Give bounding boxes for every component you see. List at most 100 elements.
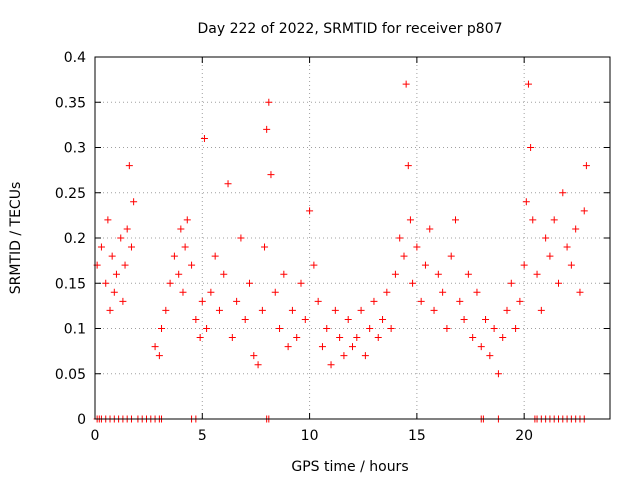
data-point: [318, 343, 326, 351]
data-point: [439, 288, 447, 296]
data-point: [233, 297, 241, 305]
data-point: [110, 288, 118, 296]
data-point: [486, 352, 494, 360]
data-point: [228, 334, 236, 342]
data-point: [177, 225, 185, 233]
data-point: [357, 306, 365, 314]
data-point: [400, 252, 408, 260]
data-point: [179, 288, 187, 296]
data-point: [404, 162, 412, 170]
data-point: [123, 225, 131, 233]
data-point: [276, 325, 284, 332]
data-point: [542, 234, 550, 242]
y-tick-label: 0.05: [55, 367, 86, 383]
data-point: [477, 343, 485, 351]
data-point: [452, 216, 459, 224]
data-point: [527, 144, 535, 151]
data-point: [162, 306, 170, 314]
data-point: [192, 315, 200, 323]
data-point: [104, 216, 112, 224]
gridlines: [95, 57, 610, 419]
data-point: [166, 279, 174, 287]
data-point: [555, 279, 562, 287]
data-point: [241, 315, 249, 323]
data-point: [499, 334, 507, 342]
data-points: [93, 80, 590, 423]
data-point: [327, 361, 335, 369]
y-tick-label: 0.15: [55, 276, 86, 292]
y-tick-label: 0.25: [55, 186, 86, 202]
data-point: [125, 162, 133, 170]
data-point: [340, 352, 348, 360]
data-point: [546, 252, 554, 260]
data-point: [258, 306, 266, 314]
x-axis-label: GPS time / hours: [291, 459, 408, 475]
data-point: [447, 252, 455, 260]
data-point: [576, 288, 584, 296]
data-point: [323, 325, 331, 332]
data-point: [533, 270, 541, 278]
data-point: [265, 98, 273, 106]
data-point: [494, 370, 502, 378]
data-point: [567, 261, 575, 269]
data-point: [198, 297, 206, 305]
data-point: [563, 243, 571, 251]
data-point: [379, 315, 387, 323]
data-point: [572, 225, 580, 233]
data-point: [507, 279, 515, 287]
data-point: [261, 243, 269, 251]
x-tick-label: 0: [91, 428, 100, 444]
data-point: [473, 288, 481, 296]
data-point: [170, 252, 178, 260]
data-point: [188, 261, 196, 269]
data-point: [490, 325, 498, 332]
data-point: [366, 325, 374, 332]
data-point: [413, 243, 421, 251]
y-tick-label: 0: [77, 412, 86, 428]
data-point: [117, 234, 125, 242]
data-point: [460, 315, 468, 323]
data-point: [301, 315, 309, 323]
y-tick-label: 0.35: [55, 95, 86, 111]
data-point: [237, 234, 245, 242]
data-point: [97, 243, 105, 251]
data-point: [112, 270, 120, 278]
data-point: [522, 198, 530, 206]
data-point: [250, 352, 258, 360]
data-point: [482, 315, 490, 323]
data-point: [537, 306, 545, 314]
data-point: [370, 297, 378, 305]
data-point: [464, 270, 472, 278]
y-axis-label: SRMTID / TECUs: [8, 182, 24, 295]
data-point: [524, 80, 532, 88]
data-point: [246, 279, 253, 287]
data-point: [434, 270, 442, 278]
data-point: [336, 334, 344, 342]
data-point: [353, 334, 361, 342]
data-point: [406, 216, 414, 224]
y-tick-label: 0.1: [64, 322, 86, 338]
data-point: [520, 261, 528, 269]
data-point: [130, 198, 138, 206]
data-point: [127, 243, 135, 251]
data-point: [297, 279, 305, 287]
data-point: [391, 270, 399, 278]
data-point: [121, 261, 129, 269]
axes: 0 0.05 0.1 0.15 0.2 0.25 0.3 0.35 0.4 0 5 10 15 20: [55, 50, 610, 444]
data-point: [314, 297, 322, 305]
data-point: [417, 297, 425, 305]
data-point: [387, 325, 395, 332]
data-point: [396, 234, 404, 242]
chart-title: Day 222 of 2022, SRMTID for receiver p80…: [197, 21, 502, 37]
data-point: [306, 207, 314, 215]
data-point: [267, 171, 275, 179]
data-point: [271, 288, 279, 296]
data-point: [288, 306, 296, 314]
y-tick-label: 0.3: [64, 141, 86, 157]
data-point: [443, 325, 451, 332]
data-point: [211, 252, 219, 260]
data-point: [108, 252, 116, 260]
data-point: [119, 297, 127, 305]
data-point: [280, 270, 288, 278]
data-point: [374, 334, 382, 342]
